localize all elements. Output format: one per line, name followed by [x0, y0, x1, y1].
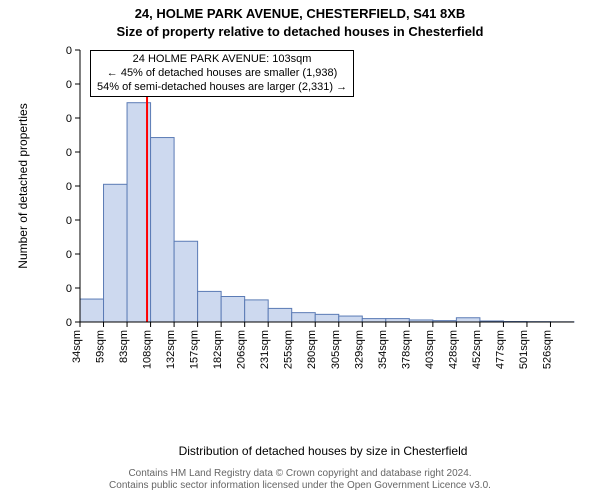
svg-text:501sqm: 501sqm	[518, 330, 530, 369]
svg-text:0: 0	[66, 317, 72, 329]
svg-text:477sqm: 477sqm	[494, 330, 506, 369]
y-axis-label: Number of detached properties	[16, 50, 30, 322]
svg-text:157sqm: 157sqm	[189, 330, 201, 369]
svg-text:526sqm: 526sqm	[541, 330, 553, 369]
svg-text:231sqm: 231sqm	[259, 330, 271, 369]
svg-text:182sqm: 182sqm	[212, 330, 224, 369]
svg-text:1000: 1000	[66, 147, 72, 159]
svg-text:108sqm: 108sqm	[142, 330, 154, 369]
svg-text:378sqm: 378sqm	[400, 330, 412, 369]
svg-text:1200: 1200	[66, 113, 72, 125]
svg-text:600: 600	[66, 215, 72, 227]
svg-text:132sqm: 132sqm	[165, 330, 177, 369]
svg-text:1600: 1600	[66, 45, 72, 57]
svg-text:34sqm: 34sqm	[71, 330, 83, 363]
chart-container: 24, HOLME PARK AVENUE, CHESTERFIELD, S41…	[0, 0, 600, 500]
svg-text:206sqm: 206sqm	[236, 330, 248, 369]
annotation-line-3: 54% of semi-detached houses are larger (…	[97, 81, 347, 95]
title-line-1: 24, HOLME PARK AVENUE, CHESTERFIELD, S41…	[0, 6, 600, 21]
x-axis-label: Distribution of detached houses by size …	[66, 444, 580, 458]
title-line-2: Size of property relative to detached ho…	[0, 24, 600, 39]
footer-line-1: Contains HM Land Registry data © Crown c…	[0, 468, 600, 480]
svg-text:428sqm: 428sqm	[447, 330, 459, 369]
svg-text:800: 800	[66, 181, 72, 193]
annotation-box: 24 HOLME PARK AVENUE: 103sqm ← 45% of de…	[90, 50, 354, 97]
annotation-line-1: 24 HOLME PARK AVENUE: 103sqm	[97, 53, 347, 67]
footer-text: Contains HM Land Registry data © Crown c…	[0, 468, 600, 492]
footer-line-2: Contains public sector information licen…	[0, 480, 600, 492]
svg-text:452sqm: 452sqm	[471, 330, 483, 369]
svg-text:83sqm: 83sqm	[118, 330, 130, 363]
svg-text:329sqm: 329sqm	[353, 330, 365, 369]
svg-text:255sqm: 255sqm	[283, 330, 295, 369]
svg-text:280sqm: 280sqm	[306, 330, 318, 369]
svg-text:200: 200	[66, 283, 72, 295]
svg-text:305sqm: 305sqm	[330, 330, 342, 369]
svg-text:403sqm: 403sqm	[424, 330, 436, 369]
svg-text:400: 400	[66, 249, 72, 261]
annotation-line-2: ← 45% of detached houses are smaller (1,…	[97, 67, 347, 81]
svg-text:59sqm: 59sqm	[95, 330, 107, 363]
svg-text:1400: 1400	[66, 79, 72, 91]
svg-text:354sqm: 354sqm	[377, 330, 389, 369]
